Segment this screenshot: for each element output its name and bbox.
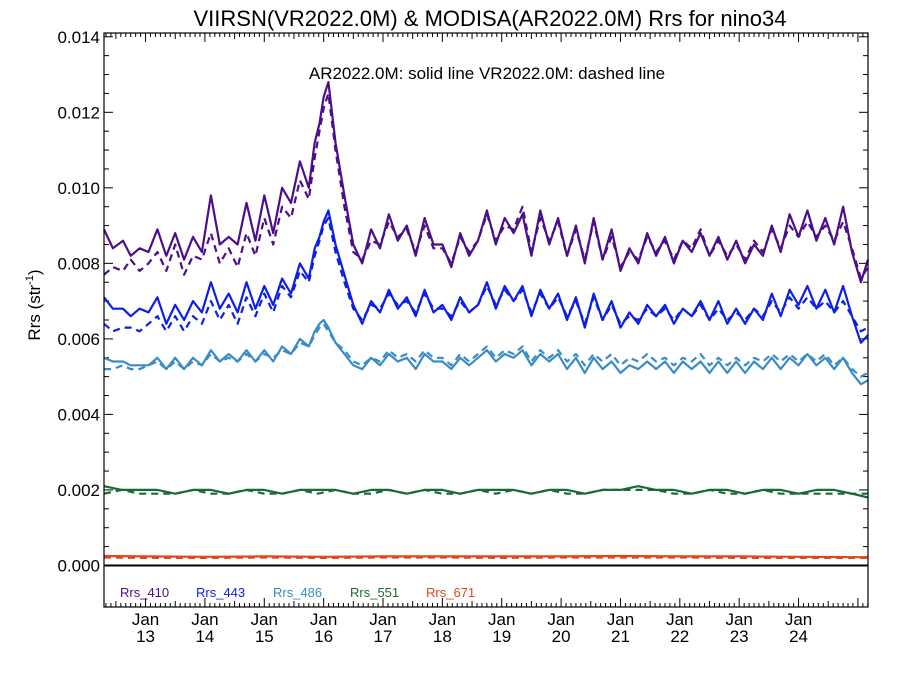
series-line-dashed-rrs_410 [103, 92, 869, 280]
x-tick-label-year: 14 [195, 627, 214, 646]
x-tick-label-month: Jan [666, 610, 693, 629]
series-line-solid-rrs_671 [103, 554, 869, 559]
y-tick-label: 0.008 [57, 254, 100, 273]
y-axis-label-close: ) [25, 269, 44, 275]
x-tick-label-month: Jan [132, 610, 159, 629]
x-tick-label-month: Jan [607, 610, 634, 629]
x-tick-label-month: Jan [191, 610, 218, 629]
x-tick-label-year: 21 [611, 627, 630, 646]
x-tick-label-year: 17 [374, 627, 393, 646]
x-tick-label-month: Jan [369, 610, 396, 629]
line-style-annotation: AR2022.0M: solid line VR2022.0M: dashed … [309, 64, 665, 83]
x-tick-label-month: Jan [547, 610, 574, 629]
series-line-solid-rrs_410 [103, 80, 870, 284]
y-axis-label: Rrs (str-1) [24, 269, 44, 340]
x-tick-label-year: 22 [670, 627, 689, 646]
legend-entry: Rrs_551 [350, 585, 399, 600]
legend-entry: Rrs_486 [273, 585, 322, 600]
svg-text:Rrs (str-1): Rrs (str-1) [24, 269, 44, 340]
series-line-dashed-rrs_551 [103, 488, 868, 495]
series-line-dashed-rrs_486 [104, 322, 869, 378]
plot-frame [103, 32, 869, 608]
x-tick-label-month: Jan [429, 610, 456, 629]
x-tick-label-month: Jan [785, 610, 812, 629]
y-tick-label: 0.006 [57, 330, 100, 349]
x-tick-label-year: 13 [136, 627, 155, 646]
legend-entry: Rrs_671 [426, 585, 475, 600]
x-tick-label-month: Jan [310, 610, 337, 629]
plot-area: 0.000 0.002 0.004 0.006 0.008 0.010 0.012 0.014… [57, 28, 870, 646]
x-tick-label-year: 16 [314, 627, 333, 646]
x-tick-label-month: Jan [725, 610, 752, 629]
x-tick-label-year: 20 [552, 627, 571, 646]
series-line-solid-rrs_486 [103, 318, 869, 386]
y-tick-label: 0.012 [57, 103, 100, 122]
x-tick-label-month: Jan [488, 610, 515, 629]
x-tick-label-year: 18 [433, 627, 452, 646]
y-tick-label: 0.010 [57, 179, 100, 198]
x-tick-label-year: 19 [492, 627, 511, 646]
series-line-solid-rrs_443 [103, 209, 869, 344]
legend-entry: Rrs_443 [196, 585, 245, 600]
x-tick-label-year: 15 [255, 627, 274, 646]
y-axis-label-main: Rrs (str [25, 285, 44, 341]
x-tick-label-year: 23 [730, 627, 749, 646]
legend-entry: Rrs_410 [120, 585, 169, 600]
y-tick-label: 0.000 [57, 556, 100, 575]
y-tick-label: 0.004 [57, 405, 100, 424]
chart-title: VIIRSN(VR2022.0M) & MODISA(AR2022.0M) Rr… [194, 6, 787, 31]
x-tick-label-year: 24 [789, 627, 808, 646]
y-tick-label: 0.002 [57, 481, 100, 500]
y-tick-label: 0.014 [57, 28, 100, 47]
y-axis-label-superscript: -1 [24, 275, 36, 285]
x-tick-label-month: Jan [251, 610, 278, 629]
series-line-solid-rrs_551 [103, 485, 869, 499]
